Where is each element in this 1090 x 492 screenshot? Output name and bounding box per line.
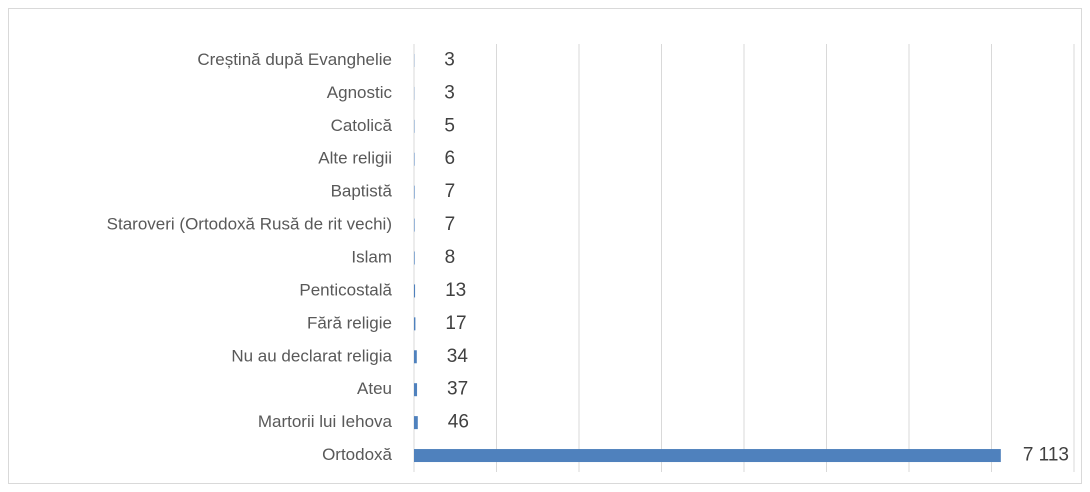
y-tick-label: Martorii lui Iehova	[258, 412, 393, 431]
y-tick-label: Ortodoxă	[322, 445, 392, 464]
bar	[414, 383, 418, 397]
bar	[414, 350, 417, 364]
chart-border	[8, 8, 1082, 484]
y-tick-label: Nu au declarat religia	[231, 346, 392, 365]
y-tick-label: Staroveri (Ortodoxă Rusă de rit vechi)	[107, 215, 392, 234]
y-tick-label: Agnostic	[327, 83, 393, 102]
y-tick-label: Alte religii	[318, 149, 392, 168]
value-label: 46	[448, 412, 469, 433]
value-label: 7	[445, 181, 456, 202]
value-label: 34	[447, 346, 469, 367]
bar	[414, 218, 415, 232]
value-label: 37	[447, 379, 468, 400]
y-tick-label: Creștină după Evanghelie	[197, 50, 392, 69]
value-label: 7	[445, 214, 456, 235]
y-tick-label: Ateu	[357, 379, 392, 398]
bar	[414, 416, 418, 430]
y-tick-label: Catolică	[331, 116, 393, 135]
bar	[414, 251, 415, 265]
value-label: 8	[445, 247, 456, 268]
bar	[414, 449, 1001, 463]
bar	[414, 317, 416, 331]
value-label: 5	[444, 115, 455, 136]
bar	[414, 185, 415, 199]
value-label: 3	[444, 82, 455, 103]
value-label: 7 113	[1023, 445, 1069, 466]
y-tick-label: Islam	[351, 247, 392, 266]
y-tick-label: Fără religie	[307, 313, 392, 332]
value-label: 17	[445, 313, 466, 334]
value-label: 3	[444, 49, 455, 70]
value-label: 13	[445, 280, 466, 301]
y-tick-label: Baptistă	[331, 182, 393, 201]
bar	[414, 284, 416, 298]
value-label: 6	[444, 148, 455, 169]
y-tick-label: Penticostală	[299, 280, 392, 299]
